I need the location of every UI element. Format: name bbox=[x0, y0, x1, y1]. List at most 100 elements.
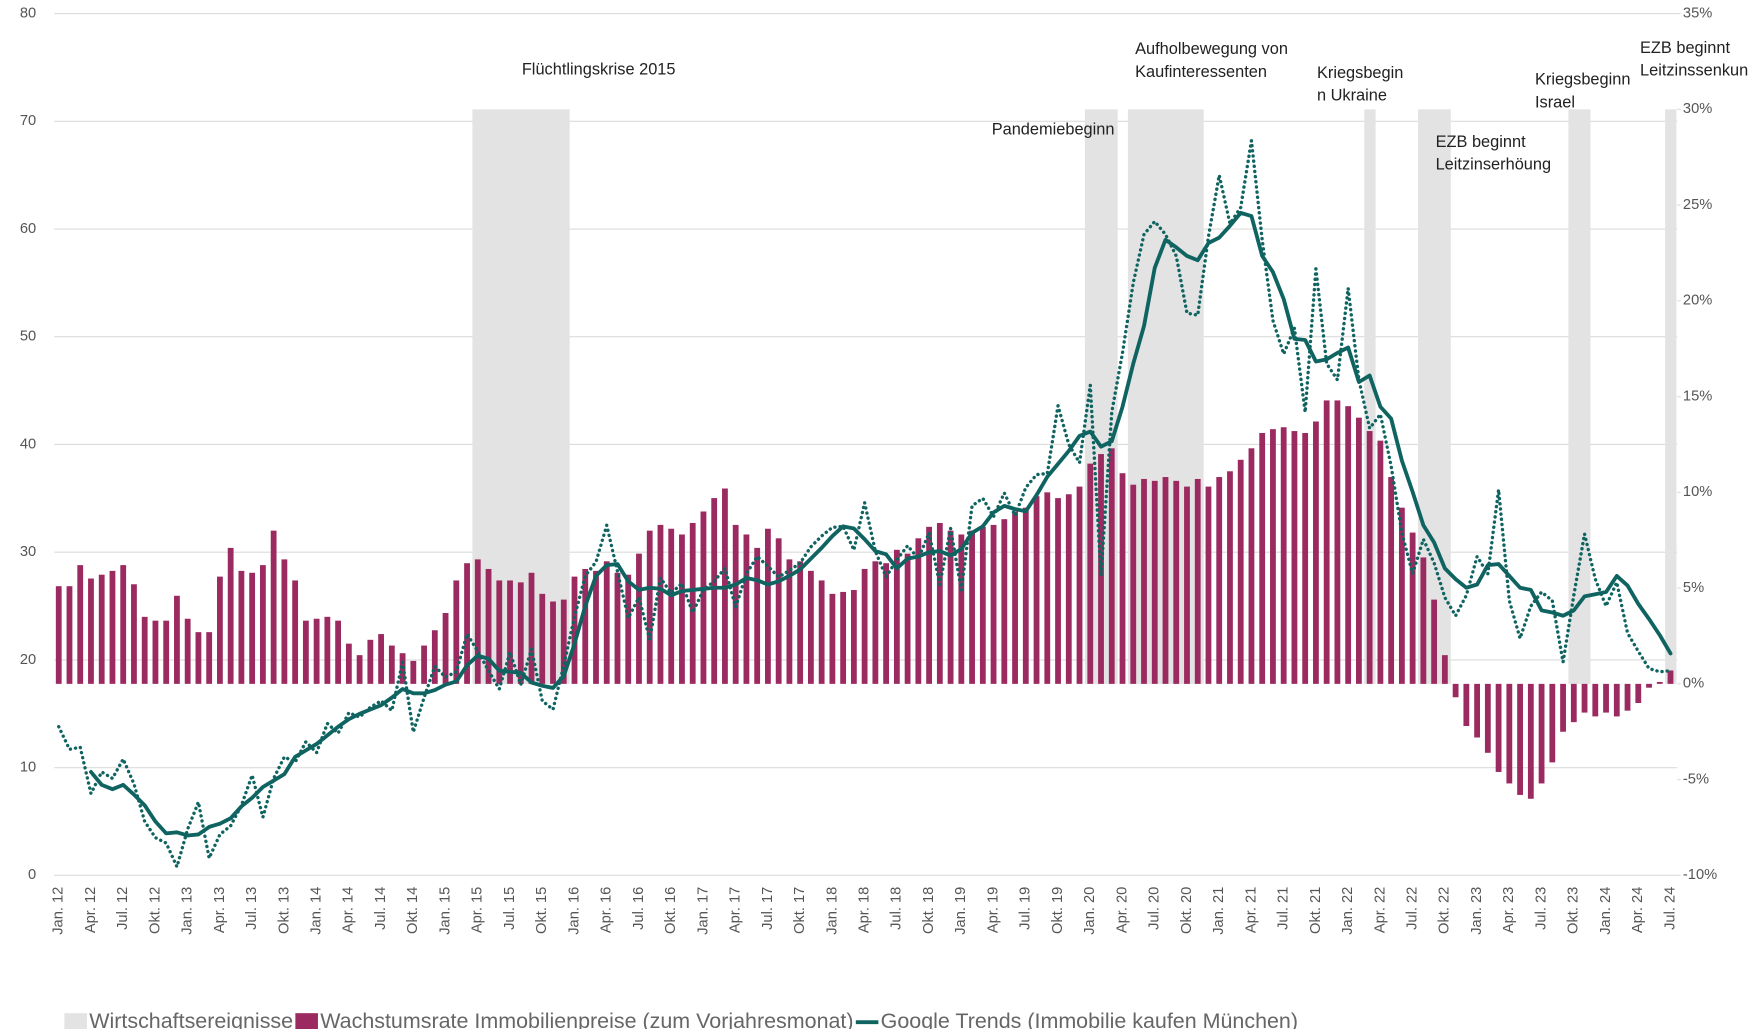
bar bbox=[120, 565, 127, 684]
y-tick-label: 30 bbox=[20, 544, 36, 560]
bar bbox=[66, 586, 73, 684]
x-tick-label: Jul. 19 bbox=[1018, 887, 1034, 930]
event-band bbox=[1568, 109, 1580, 684]
bar bbox=[765, 528, 771, 684]
bar bbox=[1624, 683, 1631, 711]
y-tick-label: 50 bbox=[20, 329, 36, 345]
bar bbox=[1345, 406, 1352, 684]
legend-swatch bbox=[64, 1013, 87, 1029]
bar bbox=[1216, 477, 1223, 684]
bar bbox=[1441, 655, 1448, 684]
x-tick-label: Okt. 23 bbox=[1566, 887, 1582, 934]
x-tick-label: Okt. 17 bbox=[792, 887, 808, 934]
event-band bbox=[1181, 109, 1193, 684]
x-tick-label: Jan. 12 bbox=[51, 887, 67, 935]
bar bbox=[958, 534, 965, 684]
bar bbox=[1355, 417, 1362, 684]
event-band bbox=[504, 109, 516, 684]
x-tick-label: Jan. 23 bbox=[1469, 887, 1485, 935]
event-band bbox=[558, 109, 570, 684]
x-tick-label: Jul. 15 bbox=[502, 887, 518, 930]
bar bbox=[496, 580, 503, 684]
bar bbox=[1313, 421, 1319, 684]
bar bbox=[227, 547, 234, 684]
x-tick-label: Jul. 14 bbox=[373, 887, 389, 930]
bar bbox=[281, 559, 288, 684]
bar bbox=[431, 630, 438, 684]
bar bbox=[990, 524, 997, 684]
event-band bbox=[1417, 109, 1430, 684]
bar bbox=[1431, 599, 1438, 684]
y2-tick-label: 20% bbox=[1683, 293, 1712, 309]
x-tick-label: Apr. 17 bbox=[728, 887, 744, 934]
bar bbox=[270, 530, 277, 684]
event-band bbox=[526, 109, 538, 684]
event-band bbox=[1428, 109, 1441, 684]
x-tick-label: Okt. 19 bbox=[1050, 887, 1066, 934]
x-tick-label: Okt. 22 bbox=[1437, 887, 1453, 934]
x-tick-label: Jul. 23 bbox=[1533, 887, 1549, 930]
bar bbox=[1205, 486, 1212, 684]
x-tick-label: Apr. 16 bbox=[599, 887, 615, 934]
bar bbox=[1044, 492, 1051, 684]
x-tick-label: Okt. 18 bbox=[921, 887, 937, 934]
bar bbox=[807, 570, 814, 684]
bar bbox=[1259, 432, 1266, 684]
x-tick-label: Okt. 14 bbox=[405, 887, 421, 934]
bar bbox=[206, 632, 213, 684]
bar bbox=[818, 580, 825, 684]
bar bbox=[1033, 496, 1040, 684]
x-tick-label: Jul. 24 bbox=[1662, 887, 1678, 930]
bar bbox=[378, 634, 384, 684]
x-tick-label: Jan. 24 bbox=[1598, 887, 1614, 935]
event-band bbox=[536, 109, 549, 684]
bar bbox=[1517, 683, 1523, 795]
bar bbox=[77, 565, 84, 684]
bar bbox=[1162, 477, 1169, 684]
event-band bbox=[1127, 109, 1140, 684]
bar bbox=[1592, 683, 1599, 717]
x-tick-label: Okt. 20 bbox=[1179, 887, 1195, 934]
bar bbox=[904, 553, 911, 684]
y2-tick-label: -10% bbox=[1683, 867, 1717, 883]
bar bbox=[292, 580, 299, 684]
bar bbox=[947, 530, 954, 684]
x-tick-label: Apr. 23 bbox=[1501, 887, 1517, 934]
bar bbox=[1603, 683, 1609, 713]
bar bbox=[1613, 683, 1620, 717]
y-tick-label: 20 bbox=[20, 652, 36, 668]
bar bbox=[1538, 683, 1545, 784]
x-tick-label: Apr. 24 bbox=[1630, 887, 1646, 934]
annotation: Flüchtlingskrise 2015 bbox=[522, 61, 676, 79]
x-tick-label: Apr. 12 bbox=[83, 887, 99, 934]
annotation: Kriegsbegin bbox=[1317, 64, 1403, 82]
x-tick-label: Jan. 21 bbox=[1211, 887, 1227, 935]
x-tick-label: Jul. 21 bbox=[1276, 887, 1292, 930]
x-tick-label: Jul. 12 bbox=[115, 887, 131, 930]
x-tick-label: Apr. 20 bbox=[1114, 887, 1130, 934]
bar bbox=[969, 530, 975, 684]
y2-tick-label: 15% bbox=[1683, 388, 1712, 404]
bar bbox=[356, 655, 363, 684]
legend-label: Wirtschaftsereignisse bbox=[89, 1009, 293, 1029]
x-tick-label: Jan. 14 bbox=[308, 887, 324, 935]
annotation: Leitzinserhöung bbox=[1436, 155, 1552, 173]
bar bbox=[850, 590, 857, 684]
x-tick-label: Apr. 21 bbox=[1243, 887, 1259, 934]
bar bbox=[936, 522, 943, 684]
y-tick-label: 0 bbox=[28, 867, 36, 883]
bar bbox=[926, 526, 932, 684]
line bbox=[89, 210, 1673, 838]
bar bbox=[915, 538, 922, 684]
bar bbox=[55, 586, 62, 684]
event-band bbox=[547, 109, 559, 684]
bar bbox=[1484, 683, 1491, 753]
y2-tick-label: 25% bbox=[1683, 197, 1712, 213]
x-tick-label: Jan. 20 bbox=[1082, 887, 1098, 935]
bar bbox=[1065, 494, 1072, 684]
x-tick-label: Okt. 12 bbox=[147, 887, 163, 934]
x-tick-label: Jan. 15 bbox=[437, 887, 453, 935]
bar bbox=[979, 526, 986, 684]
bar bbox=[88, 578, 94, 684]
